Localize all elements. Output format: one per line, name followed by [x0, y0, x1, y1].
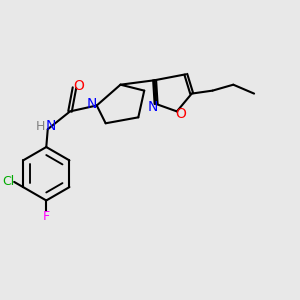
Text: N: N [87, 97, 98, 111]
Text: N: N [46, 119, 56, 133]
Text: F: F [43, 210, 50, 223]
Text: H: H [36, 120, 45, 133]
Text: O: O [74, 79, 84, 93]
Text: O: O [175, 107, 186, 121]
Text: Cl: Cl [2, 176, 14, 188]
Text: N: N [148, 100, 158, 114]
